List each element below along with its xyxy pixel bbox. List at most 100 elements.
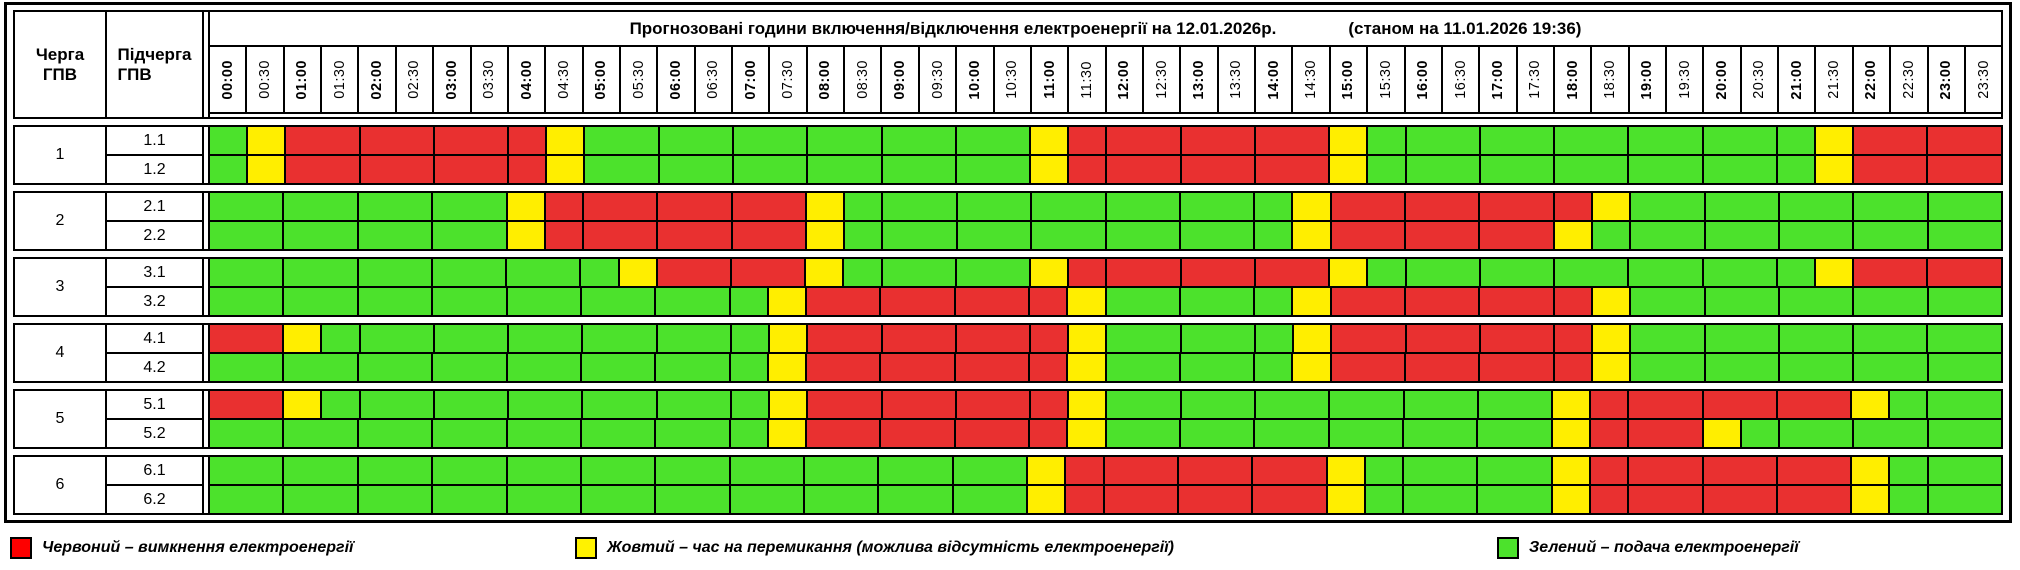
slot-cell xyxy=(433,222,470,249)
slot-cell xyxy=(1516,127,1556,154)
slot-cell xyxy=(1406,354,1443,381)
slot-cell xyxy=(1031,259,1070,286)
time-label-text: 23:00 xyxy=(1938,59,1955,100)
time-label-text: 22:30 xyxy=(1900,60,1917,99)
slot-cell xyxy=(1292,156,1331,183)
slot-cell xyxy=(730,420,769,447)
slot-cell xyxy=(808,156,845,183)
time-label: 09:00 xyxy=(882,47,920,112)
slot-cell xyxy=(730,288,769,315)
slot-cell xyxy=(1031,127,1070,154)
slot-cell xyxy=(1779,354,1817,381)
slot-cell xyxy=(1217,222,1256,249)
slot-cell xyxy=(1629,457,1666,484)
slot-cell xyxy=(1293,288,1332,315)
time-label-text: 20:00 xyxy=(1714,59,1731,100)
slot-cell xyxy=(843,288,882,315)
time-label: 01:30 xyxy=(322,47,360,112)
slot-cell xyxy=(989,457,1029,484)
time-label-text: 04:30 xyxy=(555,60,572,99)
slot-cell xyxy=(1032,193,1069,220)
slot-cell xyxy=(656,486,693,513)
time-label-text: 02:00 xyxy=(369,59,386,100)
legend-item-green: Зелений – подача електроенергії xyxy=(1497,534,1799,562)
time-label-text: 17:30 xyxy=(1527,60,1544,99)
slot-cell xyxy=(1217,420,1256,447)
slot-cell xyxy=(358,259,395,286)
slot-cell xyxy=(731,325,771,352)
slot-cell xyxy=(1406,325,1443,352)
slot-cell xyxy=(619,391,658,418)
slot-cell xyxy=(1292,259,1331,286)
time-label-text: 01:00 xyxy=(294,59,311,100)
slot-cell xyxy=(1554,288,1593,315)
slot-cell xyxy=(919,193,958,220)
slot-cell xyxy=(394,193,434,220)
slot-cell xyxy=(656,288,693,315)
slot-cell xyxy=(320,222,359,249)
slot-cell xyxy=(434,127,471,154)
slot-cell xyxy=(1068,288,1107,315)
time-label: 21:00 xyxy=(1779,47,1817,112)
slot-cell xyxy=(1440,391,1479,418)
slot-cell xyxy=(1406,222,1443,249)
slot-cell xyxy=(1181,391,1218,418)
slot-cell xyxy=(1368,156,1407,183)
slot-cell xyxy=(1330,127,1369,154)
slot-cell xyxy=(956,127,993,154)
slot-cell xyxy=(1367,222,1406,249)
slot-cell xyxy=(768,288,807,315)
time-labels-row: 00:00 00:30 01:00 01:30 02:00 02:30 03:00 03:30… xyxy=(210,45,2001,114)
slot-cell xyxy=(1031,156,1070,183)
slot-cell xyxy=(991,354,1031,381)
time-label: 07:30 xyxy=(770,47,808,112)
time-label: 23:00 xyxy=(1929,47,1966,112)
slot-cell xyxy=(883,193,920,220)
time-label-text: 00:30 xyxy=(257,60,274,99)
subqueue-cell: 1.2 xyxy=(143,160,166,178)
time-label: 11:00 xyxy=(1032,47,1070,112)
slot-cell xyxy=(543,486,582,513)
slot-cell xyxy=(956,391,993,418)
time-header-area: Прогнозовані години включення/відключенн… xyxy=(208,12,2001,117)
slot-cell xyxy=(284,457,321,484)
slot-cell xyxy=(1816,325,1855,352)
slot-cell xyxy=(507,222,546,249)
slot-cell xyxy=(1665,457,1704,484)
slot-cell xyxy=(1480,222,1517,249)
slot-cell xyxy=(1854,288,1891,315)
slot-cell xyxy=(322,156,361,183)
slot-cell xyxy=(1964,222,2001,249)
slot-cell xyxy=(1255,222,1294,249)
slot-cell xyxy=(1289,486,1328,513)
slot-cell xyxy=(1069,127,1108,154)
slot-cell xyxy=(1703,457,1740,484)
slot-cell xyxy=(1590,457,1630,484)
slot-cell xyxy=(1854,259,1891,286)
time-label-text: 03:00 xyxy=(443,59,460,100)
time-label: 10:30 xyxy=(995,47,1032,112)
slot-cell xyxy=(284,391,323,418)
slot-cell xyxy=(1180,354,1218,381)
slot-cell xyxy=(547,127,586,154)
schedule-rows xyxy=(208,127,2001,183)
slot-cell xyxy=(1739,391,1778,418)
slot-cell xyxy=(1741,193,1780,220)
slot-cell xyxy=(1217,193,1256,220)
slot-cell xyxy=(1741,222,1780,249)
slot-cell xyxy=(881,420,918,447)
slot-cell xyxy=(1777,156,1817,183)
slot-cell xyxy=(1255,259,1293,286)
slot-cell xyxy=(1814,457,1853,484)
time-label: 16:00 xyxy=(1406,47,1443,112)
slot-cell xyxy=(585,127,622,154)
slot-cell xyxy=(507,486,544,513)
slot-cell xyxy=(1739,127,1778,154)
slot-cell xyxy=(1852,391,1891,418)
slot-cell xyxy=(1142,222,1181,249)
slot-cell xyxy=(955,420,992,447)
slot-cell xyxy=(1365,457,1404,484)
time-label: 05:30 xyxy=(621,47,659,112)
time-label: 22:30 xyxy=(1891,47,1929,112)
slot-cell xyxy=(1665,420,1704,447)
